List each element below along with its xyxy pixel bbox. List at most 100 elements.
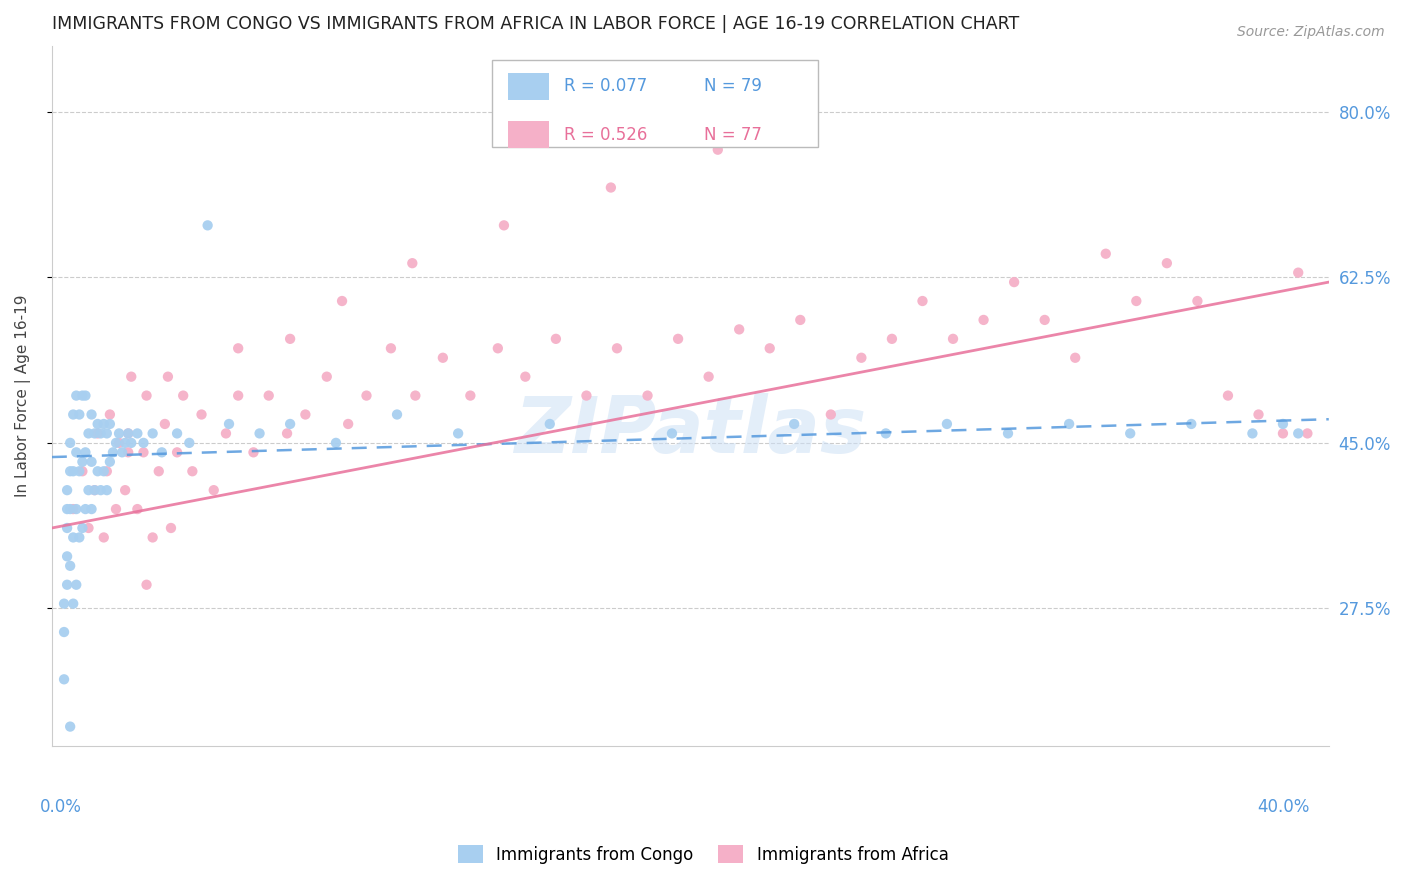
Point [80,455,103,469]
Point [86,464,108,478]
Point [53,625,76,640]
Point [132,435,155,450]
Point [1094,246,1116,260]
Point [278,417,301,431]
Point [83,483,105,498]
Point [218,417,240,431]
Text: ZIPatlas: ZIPatlas [515,392,866,468]
Point [380,341,402,355]
Point [93,417,115,431]
Point [486,341,509,355]
Point [226,388,249,402]
Point [538,417,561,431]
Point [166,445,188,459]
Point [111,445,134,459]
Point [249,426,271,441]
Point [276,426,298,441]
Point [401,256,423,270]
Point [156,369,179,384]
Point [1247,408,1270,422]
Point [67,464,90,478]
Point [197,219,219,233]
Point [75,388,97,402]
Point [1064,351,1087,365]
Point [104,502,127,516]
Point [181,464,204,478]
Point [330,293,353,308]
Point [1241,426,1264,441]
Point [72,464,94,478]
Point [166,426,188,441]
Point [294,408,316,422]
Point [108,435,131,450]
Point [1296,426,1319,441]
Text: IMMIGRANTS FROM CONGO VS IMMIGRANTS FROM AFRICA IN LABOR FORCE | AGE 16-19 CORRE: IMMIGRANTS FROM CONGO VS IMMIGRANTS FROM… [52,15,1019,33]
Point [190,408,212,422]
Text: N = 77: N = 77 [704,126,762,144]
Point [65,445,87,459]
FancyBboxPatch shape [508,73,548,100]
Point [77,483,100,498]
Point [83,426,105,441]
Point [202,483,225,498]
Point [707,143,730,157]
Text: R = 0.526: R = 0.526 [564,126,647,144]
Text: N = 79: N = 79 [704,78,762,95]
Point [1057,417,1080,431]
Point [75,445,97,459]
Point [447,426,470,441]
Point [56,483,79,498]
Point [127,502,149,516]
Point [59,464,82,478]
Point [127,426,149,441]
Point [432,351,454,365]
Point [72,388,94,402]
Point [356,388,378,402]
Point [789,313,811,327]
Point [62,502,84,516]
Point [179,435,201,450]
Legend: Immigrants from Congo, Immigrants from Africa: Immigrants from Congo, Immigrants from A… [451,838,955,871]
Point [67,408,90,422]
Point [599,180,621,194]
Point [90,426,112,441]
Point [1033,313,1056,327]
Point [101,445,124,459]
Point [72,521,94,535]
Point [65,388,87,402]
Point [1125,293,1147,308]
Point [59,435,82,450]
Point [404,388,426,402]
Point [83,483,105,498]
Point [59,720,82,734]
Point [150,445,173,459]
Point [783,417,806,431]
Point [59,502,82,516]
Point [661,426,683,441]
Point [80,408,103,422]
Point [758,341,780,355]
Point [96,483,118,498]
Point [1002,275,1025,289]
FancyBboxPatch shape [508,121,548,148]
Point [53,673,76,687]
Point [117,445,139,459]
Point [1286,426,1309,441]
Point [56,549,79,564]
Point [90,483,112,498]
Point [215,426,238,441]
Point [1216,388,1239,402]
Point [56,502,79,516]
Point [114,483,136,498]
Point [973,313,995,327]
Point [108,426,131,441]
Point [637,388,659,402]
Y-axis label: In Labor Force | Age 16-19: In Labor Force | Age 16-19 [15,294,31,497]
Point [77,521,100,535]
Point [67,531,90,545]
Point [65,578,87,592]
Point [59,558,82,573]
Point [142,426,165,441]
Point [96,464,118,478]
Point [65,502,87,516]
